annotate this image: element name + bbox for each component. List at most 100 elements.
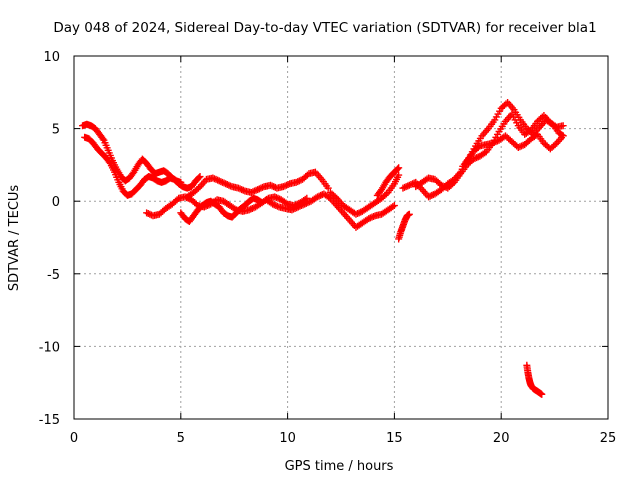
data-point bbox=[222, 180, 230, 188]
data-point bbox=[218, 178, 226, 186]
data-point bbox=[302, 199, 310, 207]
data-point bbox=[395, 171, 403, 179]
data-point bbox=[217, 178, 225, 186]
data-point bbox=[514, 143, 522, 151]
data-point bbox=[239, 186, 247, 194]
data-point bbox=[255, 185, 263, 193]
data-point bbox=[355, 209, 363, 217]
data-point bbox=[245, 206, 253, 214]
x-tick-label: 25 bbox=[600, 431, 617, 446]
data-point bbox=[538, 390, 546, 398]
data-point bbox=[473, 154, 481, 162]
x-tick-label: 0 bbox=[70, 431, 78, 446]
y-tick-label: -15 bbox=[39, 413, 60, 428]
data-point bbox=[238, 186, 246, 194]
data-point bbox=[293, 204, 301, 212]
data-point bbox=[395, 164, 403, 172]
data-point bbox=[331, 193, 339, 201]
y-tick-label: -10 bbox=[39, 340, 60, 355]
data-point bbox=[105, 158, 113, 166]
data-point bbox=[144, 210, 152, 218]
data-point bbox=[390, 202, 398, 210]
data-point bbox=[210, 175, 218, 183]
data-point bbox=[295, 177, 303, 185]
data-point bbox=[281, 182, 289, 190]
data-point bbox=[405, 181, 413, 189]
data-point bbox=[99, 135, 107, 143]
data-point bbox=[279, 183, 287, 191]
data-point bbox=[252, 186, 260, 194]
data-point bbox=[196, 173, 204, 181]
data-point bbox=[294, 203, 302, 211]
data-point bbox=[481, 149, 489, 157]
data-point bbox=[272, 194, 280, 202]
y-axis-label: SDTVAR / TECUs bbox=[7, 185, 22, 292]
data-point bbox=[439, 182, 447, 190]
data-point bbox=[267, 181, 275, 189]
data-point bbox=[269, 200, 277, 208]
data-point bbox=[402, 183, 410, 191]
x-tick-label: 15 bbox=[386, 431, 403, 446]
data-point bbox=[294, 178, 302, 186]
data-point bbox=[220, 179, 228, 187]
y-tick-label: 0 bbox=[52, 195, 60, 210]
data-point bbox=[394, 165, 402, 173]
data-point bbox=[247, 188, 255, 196]
data-point bbox=[257, 198, 265, 206]
grid-lines bbox=[74, 56, 608, 419]
data-point bbox=[547, 119, 555, 127]
data-point bbox=[270, 183, 278, 191]
y-tick-label: 5 bbox=[52, 123, 60, 138]
data-point bbox=[352, 210, 360, 218]
x-axis-label: GPS time / hours bbox=[285, 459, 394, 474]
data-point bbox=[370, 212, 378, 220]
data-point bbox=[304, 199, 312, 207]
data-point bbox=[404, 182, 412, 190]
data-point bbox=[292, 178, 300, 186]
data-point bbox=[143, 209, 151, 217]
data-point bbox=[257, 184, 265, 192]
data-point bbox=[268, 182, 276, 190]
data-point bbox=[248, 204, 256, 212]
data-point bbox=[289, 205, 297, 213]
data-points bbox=[79, 98, 567, 398]
y-tick-label: 10 bbox=[43, 50, 60, 65]
data-point bbox=[271, 193, 279, 201]
data-point bbox=[234, 184, 242, 192]
data-point bbox=[249, 188, 257, 196]
data-point bbox=[516, 143, 524, 151]
data-point bbox=[194, 184, 202, 192]
data-point bbox=[291, 204, 299, 212]
data-point bbox=[368, 213, 376, 221]
data-point bbox=[223, 181, 231, 189]
data-point bbox=[559, 122, 567, 130]
data-point bbox=[225, 181, 233, 189]
data-point bbox=[212, 175, 220, 183]
x-tick-label: 5 bbox=[177, 431, 185, 446]
data-point bbox=[259, 183, 267, 191]
data-point bbox=[283, 181, 291, 189]
data-point bbox=[365, 215, 373, 223]
data-point bbox=[315, 192, 323, 200]
data-point bbox=[272, 202, 280, 210]
data-point bbox=[324, 184, 332, 192]
data-point bbox=[426, 192, 434, 200]
data-point bbox=[250, 187, 258, 195]
data-point bbox=[366, 214, 374, 222]
data-point bbox=[469, 155, 477, 163]
data-point bbox=[254, 186, 262, 194]
data-point bbox=[195, 174, 203, 182]
data-point bbox=[146, 210, 154, 218]
chart-title: Day 048 of 2024, Sidereal Day-to-day VTE… bbox=[53, 20, 596, 36]
x-tick-label: 10 bbox=[279, 431, 296, 446]
data-point bbox=[449, 180, 457, 188]
data-point bbox=[301, 200, 309, 208]
data-point bbox=[273, 202, 281, 210]
y-tick-label: -5 bbox=[47, 268, 60, 283]
data-point bbox=[551, 141, 559, 149]
data-point bbox=[471, 154, 479, 162]
data-point bbox=[354, 210, 362, 218]
data-point bbox=[288, 206, 296, 214]
data-point bbox=[214, 176, 222, 184]
data-point bbox=[297, 202, 305, 210]
